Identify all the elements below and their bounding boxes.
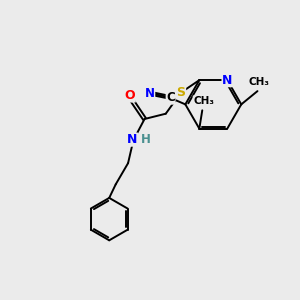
Text: C: C xyxy=(166,91,175,104)
Text: O: O xyxy=(124,89,135,102)
Text: S: S xyxy=(177,86,186,99)
Text: CH₃: CH₃ xyxy=(193,96,214,106)
Text: H: H xyxy=(141,133,151,146)
Text: N: N xyxy=(145,87,155,100)
Text: N: N xyxy=(127,133,137,146)
Text: CH₃: CH₃ xyxy=(248,77,269,87)
Text: N: N xyxy=(222,74,232,87)
